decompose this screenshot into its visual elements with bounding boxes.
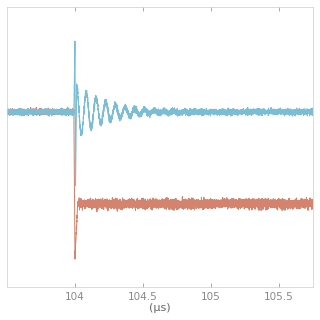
X-axis label: (μs): (μs)	[149, 303, 171, 313]
